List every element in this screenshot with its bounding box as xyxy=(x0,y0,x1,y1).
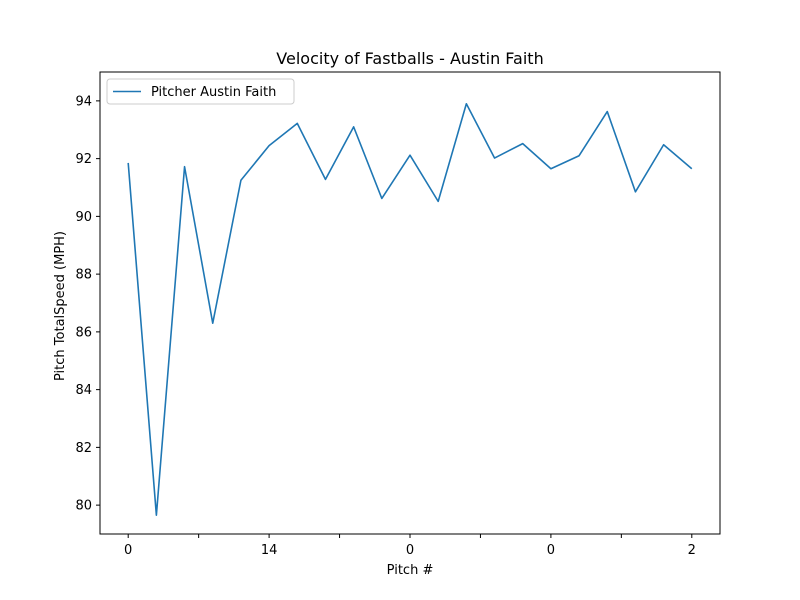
y-tick-label: 82 xyxy=(75,441,92,456)
y-tick-label: 86 xyxy=(75,325,92,340)
x-tick-label: 2 xyxy=(688,543,696,558)
x-tick-label: 14 xyxy=(261,543,278,558)
y-axis-ticks: 80 82 84 86 88 90 92 94 xyxy=(75,94,100,514)
y-axis-label: Pitch TotalSpeed (MPH) xyxy=(53,231,68,381)
y-tick-label: 84 xyxy=(75,383,92,398)
x-tick-label: 0 xyxy=(406,543,414,558)
y-tick-label: 90 xyxy=(75,210,92,225)
y-tick-label: 88 xyxy=(75,268,92,283)
x-tick-label: 0 xyxy=(124,543,132,558)
y-tick-label: 92 xyxy=(75,152,92,167)
legend-label: Pitcher Austin Faith xyxy=(151,85,276,100)
legend-box xyxy=(106,78,295,105)
x-axis-ticks: 0 14 0 0 2 xyxy=(124,534,696,558)
chart-title: Velocity of Fastballs - Austin Faith xyxy=(276,49,543,68)
x-tick-label: 0 xyxy=(547,543,555,558)
series-line-pitcher-austin-faith xyxy=(127,102,693,517)
y-tick-label: 94 xyxy=(75,94,92,109)
legend: Pitcher Austin Faith xyxy=(106,78,295,105)
series-layer xyxy=(127,102,693,517)
x-axis-label: Pitch # xyxy=(387,563,434,578)
y-tick-label: 80 xyxy=(75,499,92,514)
